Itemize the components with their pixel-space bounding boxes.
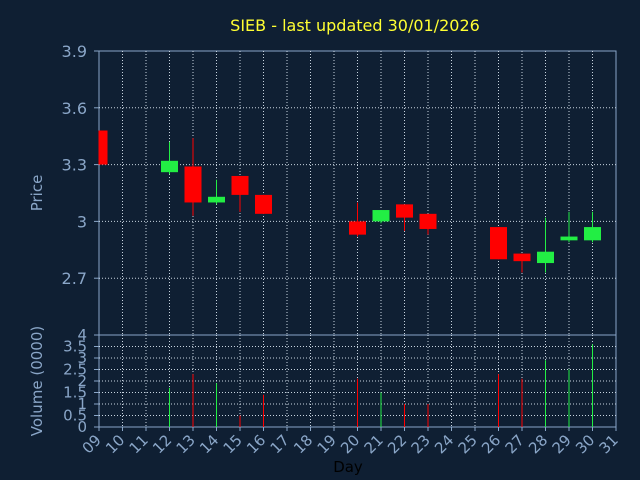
price-tick-label-3.3: 3.3 — [62, 156, 87, 175]
price-tick-label-2.7: 2.7 — [62, 269, 87, 288]
candle-27 — [513, 253, 531, 273]
candle-body-14 — [208, 196, 225, 203]
x-tick-label-17: 17 — [267, 431, 293, 457]
candle-30 — [584, 211, 601, 243]
candle-body-16 — [255, 194, 272, 214]
candle-29 — [560, 211, 578, 243]
volume-tick-label-1: 1 — [77, 395, 87, 413]
candle-14 — [208, 179, 225, 205]
x-tick-label-28: 28 — [525, 431, 551, 457]
chart-title: SIEB - last updated 30/01/2026 — [230, 16, 480, 35]
volume-bars — [169, 344, 593, 427]
candle-body-20 — [349, 221, 366, 235]
volume-panel: 00.511.522.533.54 Volume (0000) — [28, 326, 617, 436]
price-axis-label: Price — [28, 175, 46, 212]
price-panel: 2.7 3 3.3 3.6 3.9 Price — [28, 42, 617, 336]
x-tick-label-25: 25 — [455, 431, 481, 457]
candle-body-28 — [537, 251, 554, 264]
x-tick-label-15: 15 — [220, 431, 246, 457]
volume-tick-label-3: 3 — [77, 349, 87, 367]
candle-20 — [349, 202, 366, 237]
candle-body-27 — [513, 253, 531, 262]
x-tick-label-14: 14 — [196, 431, 222, 457]
volume-tick-label-3.5: 3.5 — [63, 338, 87, 356]
price-y-ticks: 2.7 3 3.3 3.6 3.9 — [62, 42, 99, 288]
x-tick-label-18: 18 — [290, 431, 316, 457]
candle-23 — [419, 213, 437, 235]
candle-body-12 — [161, 160, 178, 173]
x-tick-label-13: 13 — [173, 431, 199, 457]
x-tick-label-16: 16 — [243, 431, 269, 457]
candle-body-26 — [490, 227, 507, 260]
candle-body-15 — [231, 175, 249, 195]
price-tick-label-3: 3 — [77, 212, 87, 231]
volume-tick-label-0: 0 — [77, 418, 87, 436]
candle-body-23 — [419, 213, 437, 229]
x-tick-label-29: 29 — [549, 431, 575, 457]
x-tick-label-12: 12 — [149, 431, 175, 457]
candle-body-21 — [372, 210, 390, 222]
candle-26 — [490, 227, 507, 260]
candles — [98, 130, 601, 273]
x-axis-label: Day — [333, 458, 363, 476]
x-tick-label-21: 21 — [361, 431, 387, 457]
candle-28 — [537, 217, 554, 273]
x-tick-label-30: 30 — [572, 431, 598, 457]
candle-body-22 — [396, 204, 413, 218]
candle-15 — [231, 175, 249, 212]
x-tick-label-24: 24 — [431, 431, 457, 457]
candle-body-13 — [184, 166, 202, 203]
candle-body-30 — [584, 227, 601, 241]
x-tick-label-23: 23 — [408, 431, 434, 457]
x-tick-label-26: 26 — [478, 431, 504, 457]
price-grid — [99, 51, 616, 335]
x-tick-label-27: 27 — [502, 431, 528, 457]
candle-22 — [396, 204, 413, 231]
volume-tick-label-1.5: 1.5 — [63, 384, 87, 402]
volume-y-ticks: 00.511.522.533.54 — [63, 326, 99, 436]
candle-21 — [372, 210, 390, 224]
candle-body-29 — [560, 236, 578, 241]
volume-tick-label-4: 4 — [77, 326, 87, 344]
volume-tick-label-0.5: 0.5 — [63, 407, 87, 425]
candle-12 — [161, 141, 178, 175]
volume-axis-label: Volume (0000) — [28, 326, 46, 436]
x-axis-ticks: 0910111213141516171819202122232425262728… — [79, 427, 622, 457]
x-tick-label-22: 22 — [384, 431, 410, 457]
candle-body-09 — [99, 130, 108, 165]
x-tick-label-10: 10 — [102, 431, 128, 457]
candle-16 — [255, 194, 272, 214]
x-tick-label-20: 20 — [337, 431, 363, 457]
x-tick-label-31: 31 — [596, 431, 622, 457]
volume-tick-label-2: 2 — [77, 372, 87, 390]
candle-13 — [184, 138, 202, 216]
price-tick-label-3.9: 3.9 — [62, 42, 87, 61]
price-tick-label-3.6: 3.6 — [62, 99, 87, 118]
candle-09 — [98, 130, 108, 165]
x-tick-label-19: 19 — [314, 431, 340, 457]
volume-tick-label-2.5: 2.5 — [63, 361, 87, 379]
x-tick-label-11: 11 — [126, 431, 152, 457]
